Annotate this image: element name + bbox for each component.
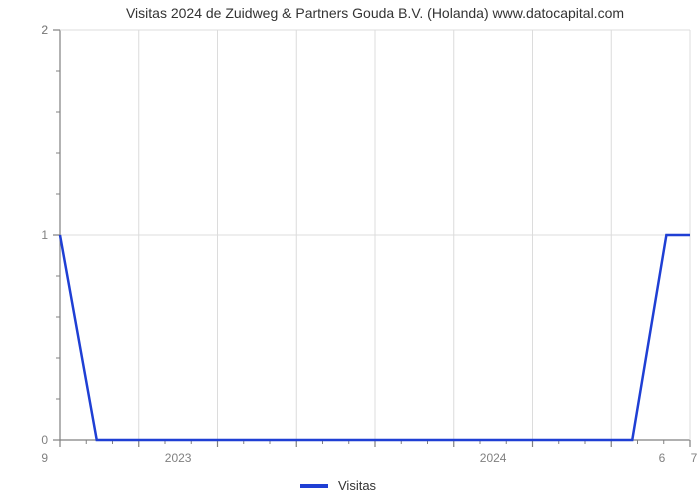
x-axis-label: 2023 — [165, 451, 192, 465]
corner-label-bottom-left: 9 — [41, 451, 48, 465]
chart-title: Visitas 2024 de Zuidweg & Partners Gouda… — [126, 5, 624, 21]
y-tick-label: 0 — [41, 433, 48, 447]
corner-label-bottom-right-b: 7 — [691, 451, 698, 465]
x-axis-label: 2024 — [480, 451, 507, 465]
corner-label-top-left: 2 — [41, 23, 48, 37]
legend-label: Visitas — [338, 478, 377, 493]
line-chart: Visitas 2024 de Zuidweg & Partners Gouda… — [0, 0, 700, 500]
corner-label-bottom-right-a: 6 — [659, 451, 666, 465]
y-tick-label: 1 — [41, 228, 48, 242]
